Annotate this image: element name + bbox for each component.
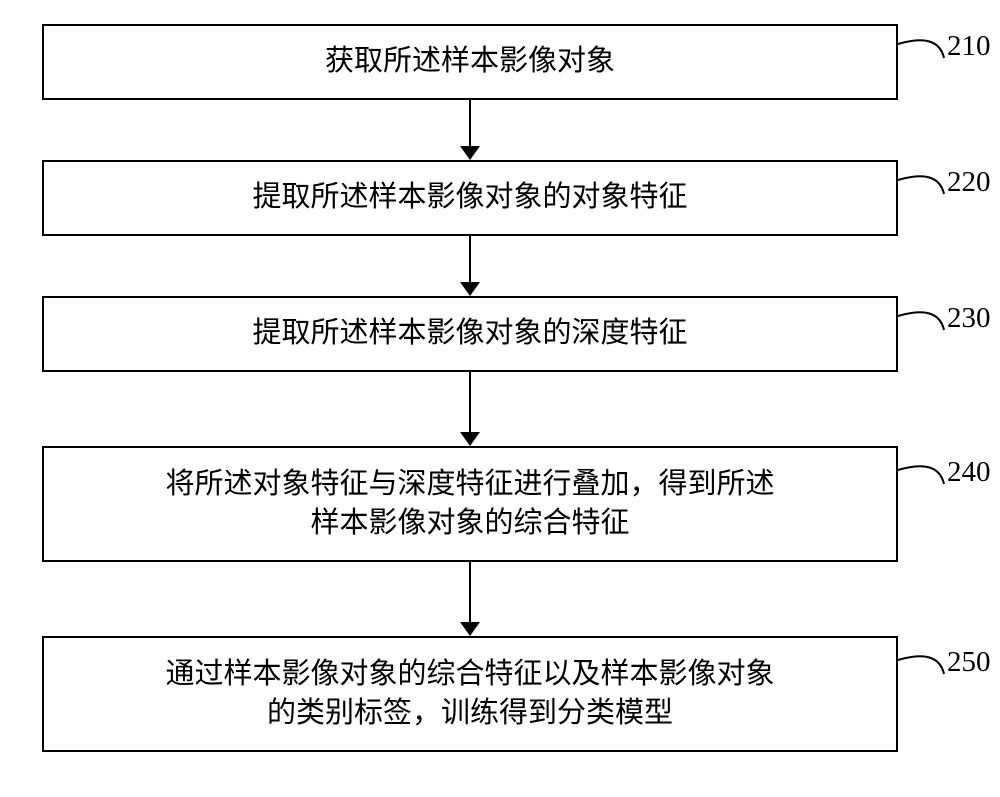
step-label-250: 250 <box>947 646 991 679</box>
connector-210 <box>898 40 944 58</box>
connector-250 <box>898 656 944 674</box>
step-label-230: 230 <box>947 302 991 335</box>
step-label-240: 240 <box>947 456 991 489</box>
arrow-210-220 <box>460 100 480 160</box>
step-box-230: 提取所述样本影像对象的深度特征 <box>42 296 898 372</box>
arrow-230-240 <box>460 372 480 446</box>
flowchart-canvas: 获取所述样本影像对象 210 提取所述样本影像对象的对象特征 220 提取所述样… <box>0 0 1000 797</box>
step-text-220: 提取所述样本影像对象的对象特征 <box>252 178 687 217</box>
step-text-250: 通过样本影像对象的综合特征以及样本影像对象 的类别标签，训练得到分类模型 <box>165 655 774 733</box>
connector-230 <box>898 312 944 330</box>
step-text-210: 获取所述样本影像对象 <box>325 42 615 81</box>
step-text-230: 提取所述样本影像对象的深度特征 <box>252 314 687 353</box>
step-box-240: 将所述对象特征与深度特征进行叠加，得到所述 样本影像对象的综合特征 <box>42 446 898 562</box>
step-label-210: 210 <box>947 30 991 63</box>
connector-240 <box>898 466 944 484</box>
arrow-220-230 <box>460 236 480 296</box>
step-box-250: 通过样本影像对象的综合特征以及样本影像对象 的类别标签，训练得到分类模型 <box>42 636 898 752</box>
arrow-240-250 <box>460 562 480 636</box>
step-text-240: 将所述对象特征与深度特征进行叠加，得到所述 样本影像对象的综合特征 <box>165 465 774 543</box>
step-box-220: 提取所述样本影像对象的对象特征 <box>42 160 898 236</box>
step-box-210: 获取所述样本影像对象 <box>42 24 898 100</box>
connector-220 <box>898 176 944 194</box>
step-label-220: 220 <box>947 166 991 199</box>
